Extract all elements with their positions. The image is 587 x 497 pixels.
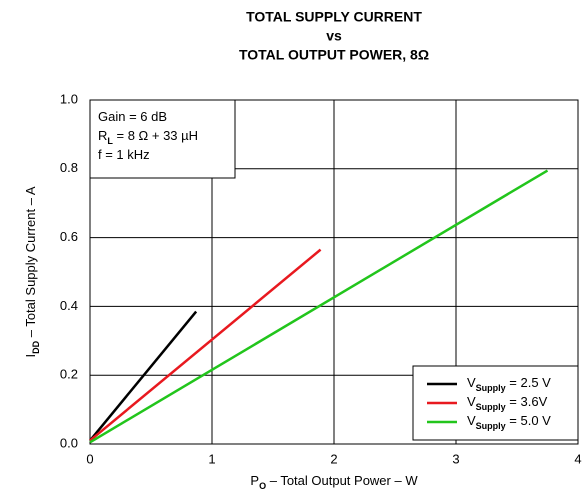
legend-label-part: V <box>467 413 476 428</box>
annotation-part: = 8 Ω + 33 µH <box>113 128 198 143</box>
y-tick-label: 0.2 <box>60 367 78 382</box>
legend-label-part: = 5.0 V <box>506 413 551 428</box>
annotation-part: R <box>98 128 107 143</box>
y-tick-label: 1.0 <box>60 91 78 106</box>
legend-label-part: Supply <box>476 383 506 393</box>
annotation: f = 1 kHz <box>98 147 150 162</box>
legend-label-part: Supply <box>476 402 506 412</box>
x-tick-label: 1 <box>208 451 215 466</box>
x-axis-label-part: – Total Output Power – W <box>266 473 418 488</box>
x-tick-label: 3 <box>452 451 459 466</box>
annotation-part: L <box>107 136 113 146</box>
chart-title: TOTAL OUTPUT POWER, 8Ω <box>239 47 429 63</box>
y-axis-label-part: I <box>23 354 38 358</box>
y-axis-label-part: DD <box>31 340 41 353</box>
y-tick-label: 0.0 <box>60 435 78 450</box>
x-tick-label: 4 <box>574 451 581 466</box>
legend-label: VSupply = 2.5 V <box>467 375 551 393</box>
plot-frame <box>89 99 579 445</box>
annotation: RL = 8 Ω + 33 µH <box>98 128 198 146</box>
annotation-part: Gain = 6 dB <box>98 109 167 124</box>
legend-label-part: V <box>467 375 476 390</box>
y-tick-label: 0.6 <box>60 229 78 244</box>
annotation: Gain = 6 dB <box>98 109 167 124</box>
legend-label-part: V <box>467 394 476 409</box>
chart-title: TOTAL SUPPLY CURRENT <box>246 9 422 25</box>
legend-label-part: = 3.6V <box>506 394 548 409</box>
y-tick-label: 0.8 <box>60 160 78 175</box>
y-axis-label: IDD – Total Supply Current – A <box>23 186 41 357</box>
y-axis-label-part: – Total Supply Current – A <box>23 186 38 341</box>
legend-label-part: Supply <box>476 421 506 431</box>
legend-label: VSupply = 5.0 V <box>467 413 551 431</box>
chart-title: vs <box>326 28 342 44</box>
series-line <box>89 169 549 444</box>
series-line <box>89 310 198 442</box>
annotation-part: f = 1 kHz <box>98 147 150 162</box>
legend-label-part: = 2.5 V <box>506 375 551 390</box>
x-tick-label: 0 <box>86 451 93 466</box>
annotation-box <box>89 99 236 179</box>
y-tick-label: 0.4 <box>60 298 78 313</box>
series-line <box>89 248 322 442</box>
x-axis-label: PO – Total Output Power – W <box>250 473 418 491</box>
x-tick-label: 2 <box>330 451 337 466</box>
x-axis-label-part: O <box>259 481 266 491</box>
legend-label: VSupply = 3.6V <box>467 394 548 412</box>
x-axis-label-part: P <box>250 473 259 488</box>
